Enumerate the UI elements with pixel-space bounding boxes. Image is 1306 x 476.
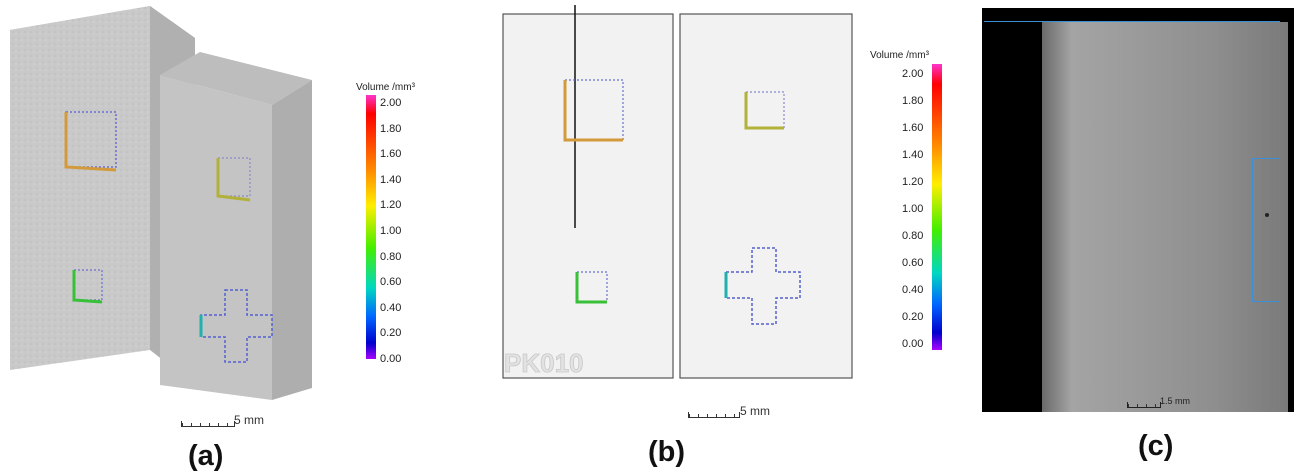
right-block-side-face [272, 80, 312, 400]
left-specimen-face [503, 14, 673, 378]
panel-b: PK010 Volume /mm³ 2.00 1.80 1.60 1.40 1.20 1.… [490, 0, 970, 476]
roi-box [1252, 158, 1280, 302]
colorbar-tick-label: 0.80 [902, 230, 923, 242]
scale-bar-label: 5 mm [234, 413, 264, 427]
scale-bar-label: 1.5 mm [1160, 396, 1190, 406]
colorbar-tick-label: 1.60 [380, 148, 401, 160]
scale-bar [1127, 402, 1161, 408]
colorbar-tick-label: 1.40 [902, 149, 923, 161]
colorbar-tick-label: 0.60 [902, 257, 923, 269]
colorbar-gradient [366, 95, 376, 359]
colorbar-tick-label: 0.00 [380, 353, 401, 365]
colorbar-tick-label: 0.20 [902, 311, 923, 323]
specimen-3d-render [0, 0, 350, 400]
colorbar-tick-label: 1.00 [902, 203, 923, 215]
colorbar-tick-label: 1.40 [380, 174, 401, 186]
colorbar-tick-label: 1.80 [902, 95, 923, 107]
colorbar-tick-label: 0.40 [380, 302, 401, 314]
right-block-front-face [160, 75, 272, 400]
colorbar-tick-label: 2.00 [380, 97, 401, 109]
colorbar-tick-label: 0.60 [380, 276, 401, 288]
colorbar-tick-label: 1.80 [380, 123, 401, 135]
colorbar-tick-label: 1.20 [380, 199, 401, 211]
colorbar-tick-label: 0.80 [380, 251, 401, 263]
panel-caption-b: (b) [648, 436, 685, 469]
colorbar-tick-label: 1.60 [902, 122, 923, 134]
colorbar-tick-label: 2.00 [902, 68, 923, 80]
colorbar-tick-label: 1.00 [380, 225, 401, 237]
colorbar-gradient [932, 64, 942, 350]
panel-c: 1.5 mm (c) [982, 0, 1306, 476]
scale-bar [181, 421, 235, 427]
scale-bar [688, 412, 740, 418]
panel-caption-a: (a) [188, 440, 223, 473]
colorbar-tick-label: 0.20 [380, 327, 401, 339]
ct-slice-image: 1.5 mm [982, 8, 1294, 412]
colorbar-tick-label: 0.40 [902, 284, 923, 296]
colorbar-title: Volume /mm³ [870, 50, 929, 61]
defect-dot [1265, 213, 1269, 217]
panel-a: Volume /mm³ 2.00 1.80 1.60 1.40 1.20 1.00 0.80… [0, 0, 440, 476]
specimen-2d-projection: PK010 [490, 0, 870, 390]
ct-frame-outline [984, 21, 1280, 412]
colorbar-tick-label: 0.00 [902, 338, 923, 350]
panel-caption-c: (c) [1138, 430, 1173, 463]
scale-bar-label: 5 mm [740, 404, 770, 418]
colorbar-title: Volume /mm³ [356, 82, 415, 93]
sample-label: PK010 [504, 348, 584, 378]
left-block-front-face [10, 6, 150, 370]
colorbar-tick-label: 1.20 [902, 176, 923, 188]
